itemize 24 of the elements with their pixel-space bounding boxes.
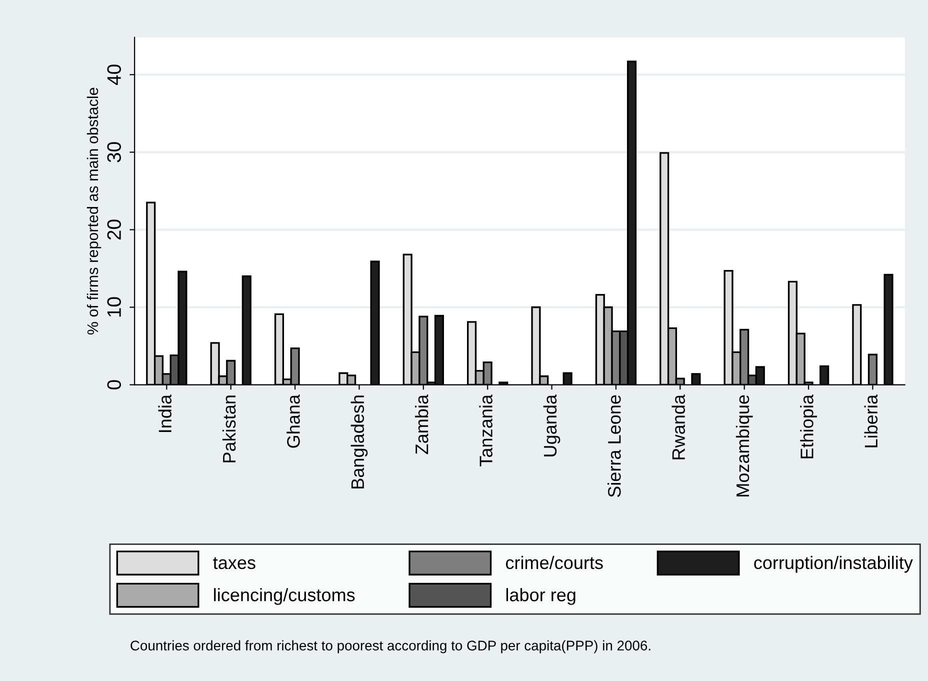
legend-label: crime/courts	[506, 556, 603, 570]
x-tick-label: Liberia	[864, 394, 878, 448]
x-tick-label: Mozambique	[736, 395, 753, 496]
y-tick-label: 10	[107, 297, 121, 317]
legend-label: licencing/customs	[214, 588, 355, 605]
x-tick-label: Zambia	[414, 394, 428, 454]
x-tick-label: Pakistan	[222, 396, 236, 462]
legend-label: labor reg	[506, 588, 576, 605]
x-tick-label: Ghana	[286, 394, 300, 448]
legend-label: corruption/instability	[754, 556, 913, 573]
y-tick-label: 0	[107, 380, 121, 390]
y-tick-label: 40	[107, 64, 121, 86]
x-tick-label: Tanzania	[479, 394, 492, 466]
x-tick-label: Sierra Leone	[608, 395, 621, 498]
y-tick-label: 20	[107, 220, 121, 240]
y-axis-title: % of firms reported as main obstacle	[86, 88, 102, 335]
y-tick-label: 30	[107, 142, 121, 162]
x-tick-label: Bangladesh	[350, 396, 368, 488]
x-tick-label: Rwanda	[672, 394, 685, 460]
x-tick-label: Uganda	[543, 394, 560, 456]
legend-label: taxes	[213, 557, 256, 570]
text: Countries ordered from richest to poorest according to GDP per capita(PPP) in 2006.	[130, 640, 650, 654]
x-tick-label: India	[158, 394, 172, 432]
x-tick-label: Ethiopia	[800, 394, 817, 458]
